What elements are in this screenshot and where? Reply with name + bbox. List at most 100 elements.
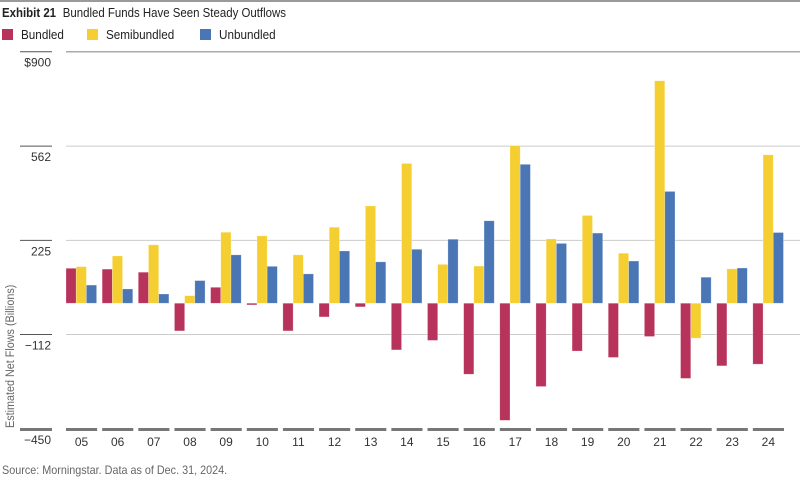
x-axis-segment (644, 428, 676, 431)
x-tick-label: 19 (581, 435, 595, 449)
x-axis-segment (463, 428, 495, 431)
bar-unbundled-14 (411, 248, 423, 304)
title-text: Bundled Funds Have Seen Steady Outflows (62, 5, 286, 20)
x-axis-left-cap (20, 428, 52, 431)
bar-bundled-11 (282, 302, 294, 332)
bar-unbundled-13 (375, 261, 387, 304)
bar-unbundled-23 (736, 267, 748, 304)
bar-semibundled-21 (654, 80, 666, 304)
legend: Bundled Semibundled Unbundled (2, 27, 300, 42)
bar-bundled-16 (463, 302, 475, 375)
source-note: Source: Morningstar. Data as of Dec. 31,… (2, 463, 228, 477)
y-tick-label: 562 (31, 150, 51, 164)
legend-swatch (199, 29, 211, 40)
bar-bundled-22 (680, 302, 692, 379)
bar-bundled-13 (354, 302, 366, 308)
bar-semibundled-23 (726, 268, 738, 304)
legend-item-bundled: Bundled (2, 27, 69, 42)
x-tick-label: 20 (617, 435, 631, 449)
bar-unbundled-12 (339, 250, 350, 304)
bar-unbundled-24 (772, 232, 784, 304)
legend-item-semibundled: Semibundled (86, 27, 182, 42)
x-axis-segment (102, 428, 134, 431)
bar-unbundled-17 (519, 164, 531, 304)
bar-unbundled-22 (700, 276, 712, 304)
x-axis-segment (138, 428, 170, 431)
bar-bundled-05 (65, 267, 77, 304)
bar-semibundled-07 (148, 244, 159, 304)
x-tick-label: 07 (147, 435, 161, 449)
bar-semibundled-09 (220, 231, 232, 304)
legend-swatch (2, 29, 13, 40)
bar-unbundled-05 (86, 284, 97, 304)
bar-semibundled-12 (328, 226, 340, 304)
bar-unbundled-15 (447, 238, 459, 304)
bar-semibundled-17 (509, 145, 521, 304)
chart-title: Exhibit 21 Bundled Funds Have Seen Stead… (2, 5, 286, 20)
bar-semibundled-18 (545, 238, 557, 304)
bar-unbundled-06 (122, 288, 134, 304)
x-tick-label: 16 (472, 435, 486, 449)
bar-bundled-09 (210, 287, 222, 304)
legend-label: Bundled (21, 27, 64, 42)
x-tick-label: 17 (509, 435, 523, 449)
x-axis-segment (319, 428, 351, 431)
y-tick-label: 225 (31, 244, 51, 258)
bar-semibundled-22 (690, 302, 702, 339)
x-tick-label: 14 (400, 435, 414, 449)
bar-semibundled-14 (401, 163, 413, 304)
bar-bundled-07 (138, 271, 149, 304)
x-axis-segment (608, 428, 640, 431)
x-axis-segment (174, 428, 206, 431)
bar-semibundled-05 (75, 266, 87, 304)
bar-semibundled-11 (292, 254, 304, 304)
bar-semibundled-08 (184, 295, 196, 304)
bar-semibundled-16 (473, 265, 485, 304)
bar-semibundled-20 (618, 252, 629, 304)
bar-bundled-17 (499, 302, 511, 421)
exhibit-label: Exhibit 21 (2, 5, 57, 20)
x-tick-label: 15 (436, 435, 450, 449)
bar-unbundled-18 (556, 243, 567, 304)
x-tick-label: 24 (762, 435, 776, 449)
y-tick-label: $900 (24, 56, 51, 70)
bar-bundled-12 (318, 302, 330, 318)
bar-unbundled-21 (664, 191, 676, 304)
x-tick-label: 12 (328, 435, 342, 449)
bar-bundled-21 (644, 302, 655, 337)
bar-semibundled-19 (581, 215, 593, 304)
legend-label: Unbundled (218, 27, 276, 42)
x-tick-label: 05 (75, 435, 89, 449)
x-axis-segment (499, 428, 531, 431)
x-axis-segment (66, 428, 98, 431)
bar-unbundled-19 (592, 232, 603, 304)
x-tick-label: 18 (545, 435, 559, 449)
x-axis-segment (427, 428, 459, 431)
bar-unbundled-09 (230, 254, 242, 304)
bar-bundled-24 (752, 302, 764, 365)
legend-label: Semibundled (105, 27, 175, 42)
x-axis-segment (355, 428, 387, 431)
bar-unbundled-16 (483, 220, 495, 304)
bar-unbundled-11 (302, 273, 314, 304)
x-tick-label: 06 (111, 435, 125, 449)
x-axis-segment (391, 428, 423, 431)
bar-semibundled-06 (112, 255, 123, 304)
x-axis-segment (680, 428, 712, 431)
y-axis-label: Estimated Net Flows (Billions) (5, 284, 18, 428)
x-tick-label: 08 (183, 435, 197, 449)
bar-bundled-14 (391, 302, 402, 351)
x-tick-label: 11 (292, 435, 305, 449)
bar-semibundled-10 (256, 235, 268, 304)
bar-unbundled-08 (194, 280, 206, 304)
bar-bundled-20 (607, 302, 619, 358)
x-axis-segment (210, 428, 242, 431)
x-axis-segment (282, 428, 315, 431)
bar-unbundled-10 (266, 266, 278, 304)
x-axis-segment (716, 428, 748, 431)
bar-bundled-23 (716, 302, 728, 367)
y-tick-label: −450 (24, 433, 51, 447)
bar-semibundled-15 (437, 264, 449, 304)
